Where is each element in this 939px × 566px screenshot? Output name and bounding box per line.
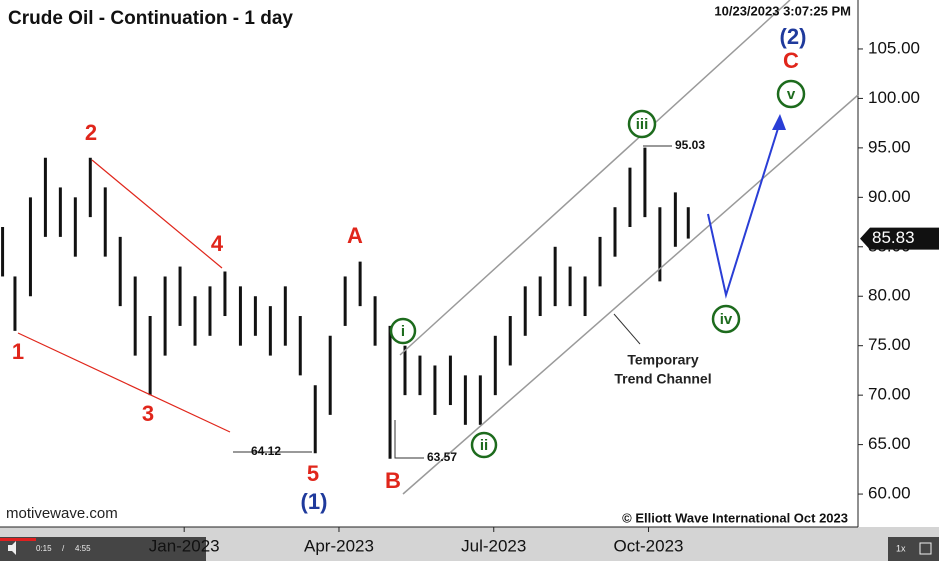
- channel-line: [399, 0, 791, 356]
- y-tick-label: 100.00: [868, 88, 920, 107]
- y-tick-label: 65.00: [868, 434, 911, 453]
- wave-label: 5: [307, 461, 319, 486]
- y-tick-label: 105.00: [868, 38, 920, 57]
- copyright: © Elliott Wave International Oct 2023: [622, 510, 848, 525]
- wave-label: ii: [480, 437, 488, 454]
- time-sep: /: [62, 544, 65, 553]
- last-price-label: 85.83: [872, 228, 915, 247]
- pointer-line: [613, 313, 641, 345]
- annotation: Temporary: [627, 352, 699, 368]
- wave-label: (2): [780, 24, 807, 49]
- circle: [776, 79, 806, 109]
- circle: [711, 304, 741, 334]
- annotation: Trend Channel: [614, 371, 711, 387]
- wave-label: (1): [301, 489, 328, 514]
- speed[interactable]: 1x: [896, 543, 906, 553]
- wedge-line: [17, 332, 231, 433]
- channel-line: [402, 94, 859, 495]
- chart-title: Crude Oil - Continuation - 1 day: [8, 8, 293, 29]
- wave-label: v: [787, 86, 796, 103]
- wave-label: iv: [720, 311, 733, 328]
- time-total: 4:55: [75, 544, 91, 553]
- circle: [627, 109, 657, 139]
- x-tick-label: Jan-2023: [149, 536, 220, 555]
- wave-label: 2: [85, 120, 97, 145]
- y-tick-label: 90.00: [868, 187, 911, 206]
- wave-label: A: [347, 223, 363, 248]
- arrow-head: [772, 114, 786, 130]
- circle: [389, 317, 417, 345]
- x-tick-label: Apr-2023: [304, 536, 374, 555]
- watermark: motivewave.com: [6, 505, 118, 522]
- level-label: 64.12: [251, 444, 281, 458]
- projection-arrow: [707, 121, 781, 299]
- y-axis-area: [858, 0, 939, 527]
- fullscreen[interactable]: [919, 542, 932, 555]
- level-line: [394, 420, 424, 459]
- y-tick-label: 95.00: [868, 137, 911, 156]
- y-tick-label: 75.00: [868, 335, 911, 354]
- wave-label: iii: [636, 116, 649, 133]
- wave-label: C: [783, 48, 799, 73]
- wave-label: 3: [142, 401, 154, 426]
- y-tick-label: 80.00: [868, 286, 911, 305]
- level-label: 63.57: [427, 450, 457, 464]
- wave-label: 1: [12, 339, 24, 364]
- volume-icon[interactable]: [8, 541, 16, 555]
- wave-circle: i ii iii iv v: [389, 79, 806, 459]
- x-tick-label: Jul-2023: [461, 536, 526, 555]
- level-label: 95.03: [675, 138, 705, 152]
- y-tick-label: 70.00: [868, 385, 911, 404]
- wedge-line: [91, 159, 223, 269]
- wave-label: B: [385, 468, 401, 493]
- last-price-tag: [860, 227, 939, 250]
- time-current: 0:15: [36, 544, 52, 553]
- wave-label: 4: [211, 231, 224, 256]
- plot-area: [0, 0, 858, 527]
- timestamp: 10/23/2023 3:07:25 PM: [714, 3, 851, 18]
- circle: [470, 431, 498, 459]
- y-tick-label: 60.00: [868, 484, 911, 503]
- x-tick-label: Oct-2023: [614, 536, 684, 555]
- wave-label: i: [401, 323, 405, 340]
- progress: [0, 538, 36, 541]
